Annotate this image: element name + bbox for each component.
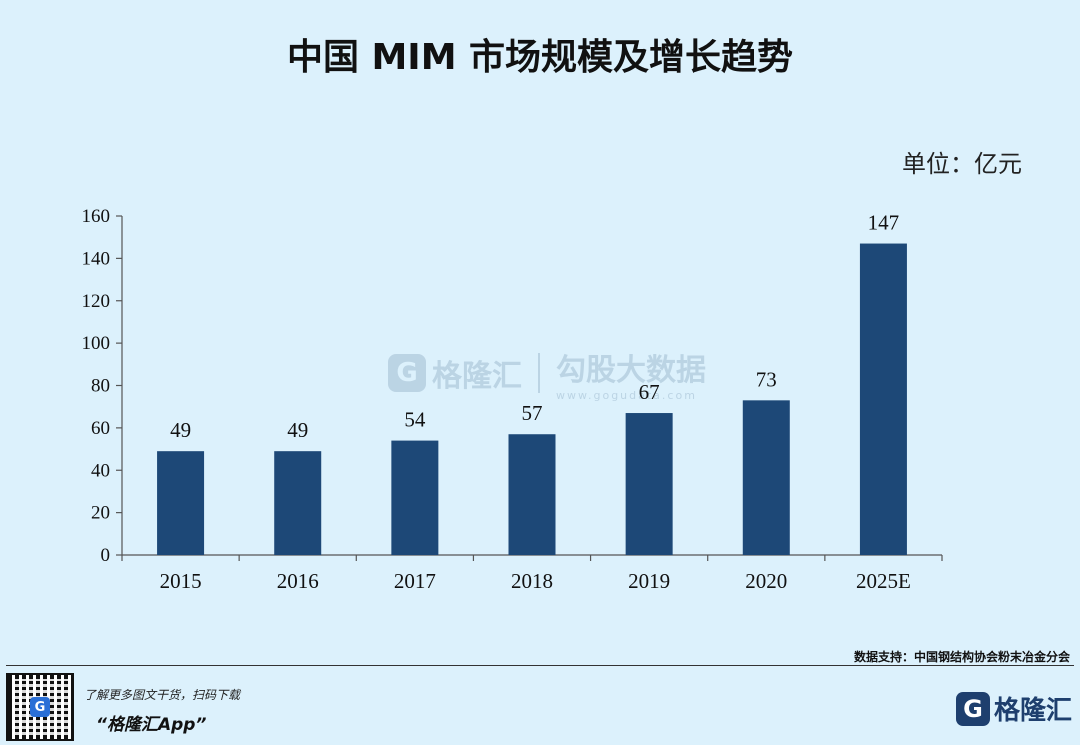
data-label: 49 [170,418,191,442]
bar [508,434,556,555]
y-tick-label: 140 [82,248,111,269]
data-label: 73 [756,367,777,391]
y-tick-label: 160 [82,206,111,227]
brand-logo-icon: G [955,691,990,726]
chart-title: 中国 MIM 市场规模及增长趋势 [286,37,794,78]
qr-center-logo-icon: G [30,697,50,717]
y-tick-label: 60 [91,418,110,439]
bar [274,451,322,555]
data-label: 67 [639,380,660,404]
y-tick-label: 120 [82,291,111,312]
category-label: 2017 [394,569,436,593]
watermark-url: www.gogudata.com [556,388,697,402]
data-label: 49 [287,418,308,442]
category-label: 2019 [628,569,670,593]
y-tick-label: 80 [91,376,110,397]
y-tick-label: 100 [82,333,111,354]
bar [625,413,673,555]
bar [859,243,907,555]
watermark-logo-icon: G [388,354,426,392]
footer-divider [6,665,1074,666]
brand-logo: G 格隆汇 [955,690,1072,727]
bar [742,400,790,555]
y-tick-label: 0 [101,545,111,566]
category-label: 2018 [511,569,553,593]
data-label: 57 [522,401,543,425]
app-name: “格隆汇App” [96,715,207,735]
category-label: 2015 [160,569,202,593]
bar [391,440,439,555]
y-tick-label: 20 [91,503,110,524]
category-label: 2020 [745,569,787,593]
promo-text: 了解更多图文干货，扫码下载 [84,688,241,702]
qr-code-icon[interactable]: G [6,673,74,741]
source-note: 数据支持：中国钢结构协会粉末冶金分会 [853,650,1070,664]
watermark: G 格隆汇 勾股大数据 www.gogudata.com [388,350,706,402]
watermark-name: 格隆汇 [432,359,522,394]
category-label: 2025E [856,569,911,593]
bar [157,451,205,555]
category-label: 2016 [277,569,319,593]
watermark-separator [538,353,540,393]
watermark-name2: 勾股大数据 [556,352,706,388]
bar-chart: 0 20 40 60 80 100 120 140 160 49 2015 49 2016 54 2017 5… [82,206,943,593]
data-label: 147 [868,211,900,235]
brand-name: 格隆汇 [993,696,1072,726]
unit-label: 单位：亿元 [902,150,1022,178]
y-tick-label: 40 [91,460,110,481]
data-label: 54 [404,408,426,432]
